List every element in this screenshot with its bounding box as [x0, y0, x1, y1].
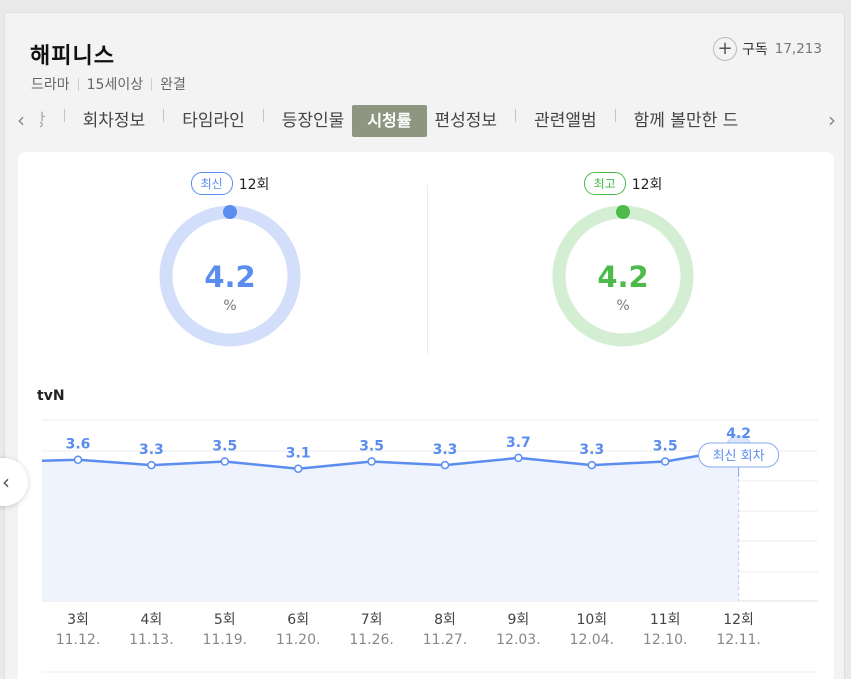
- x-tick-label: 5회: [214, 612, 236, 628]
- x-tick-label: 11회: [650, 612, 681, 628]
- genre-text: 드라마: [31, 77, 70, 93]
- highest-rating-gauge: 최고 12회 4.2%: [543, 172, 703, 349]
- data-label: 3.3: [139, 442, 164, 458]
- gauge-episode: 12회: [238, 176, 270, 193]
- gauge-badge: 최신: [190, 172, 233, 195]
- chevron-left-icon: ‹: [2, 470, 10, 494]
- x-date-label: 11.26.: [349, 632, 394, 648]
- x-tick-label: 12회: [723, 612, 754, 628]
- data-point[interactable]: [367, 457, 376, 466]
- tab-1[interactable]: 회차정보: [82, 111, 146, 131]
- x-date-label: 11.13.: [129, 632, 174, 648]
- latest-rating-gauge: 최신 12회 4.2%: [150, 172, 310, 349]
- x-tick-label: 6회: [287, 612, 309, 628]
- x-date-label: 11.27.: [423, 632, 468, 648]
- data-label: 3.3: [579, 442, 604, 458]
- tab-bar: ‹ 방 회차정보 타임라인 등장인물 시청률 편성정보 관련앨범 함께 볼만한 드 ›: [5, 101, 846, 139]
- data-label: 3.5: [359, 439, 384, 455]
- chevron-left-icon[interactable]: ‹: [17, 108, 25, 132]
- tab-4[interactable]: 시청률: [352, 105, 427, 137]
- network-label: tvN: [37, 388, 65, 404]
- subscribe-count: 17,213: [774, 41, 822, 57]
- data-point[interactable]: [587, 460, 597, 470]
- chevron-right-icon[interactable]: ›: [828, 108, 836, 132]
- gauge-indicator: [616, 205, 630, 219]
- x-date-label: 11.20.: [276, 632, 321, 648]
- x-date-label: 12.03.: [496, 632, 541, 648]
- x-date-label: 12.10.: [643, 632, 688, 648]
- x-tick-label: 9회: [508, 612, 530, 628]
- data-point[interactable]: [514, 453, 523, 463]
- subscribe-label: 구독: [741, 42, 768, 58]
- program-title: 해피니스: [30, 44, 115, 69]
- data-label: 3.5: [653, 439, 678, 455]
- tab-0[interactable]: 방: [40, 105, 54, 137]
- meta-divider: [77, 77, 79, 91]
- gauge-indicator: [223, 205, 237, 219]
- data-label: 4.2: [726, 426, 751, 442]
- gauge-unit: %: [616, 298, 629, 314]
- x-date-label: 12.04.: [570, 632, 615, 648]
- gauge-value: 4.2: [597, 260, 648, 294]
- gauge-label: 최고 12회: [543, 172, 703, 195]
- tab-divider: [63, 108, 65, 122]
- status-text: 완결: [160, 77, 186, 93]
- gauge-badge: 최고: [583, 172, 626, 195]
- gauge-ring: 4.2%: [552, 205, 694, 347]
- tab-5[interactable]: 편성정보: [434, 111, 498, 131]
- x-date-label: 11.19.: [203, 632, 248, 648]
- x-date-label: 11.12.: [56, 632, 101, 648]
- data-label: 3.6: [66, 437, 91, 453]
- data-point[interactable]: [293, 464, 303, 473]
- data-point[interactable]: [660, 457, 670, 466]
- program-meta: 드라마 15세이상 완결: [31, 74, 186, 94]
- program-card: 해피니스 드라마 15세이상 완결 + 구독 17,213 ‹ 방 회차정보 타임라…: [4, 12, 845, 679]
- tab-divider: [614, 108, 616, 122]
- gauge-value: 4.2: [204, 260, 255, 294]
- rating-panel: 최신 12회 4.2% 최고 12회 4.2% tvN 3.6 3회 11.12. 3.3 4회…: [18, 152, 834, 679]
- data-point[interactable]: [147, 460, 156, 470]
- gauge-ring: 4.2%: [159, 205, 301, 347]
- meta-divider: [151, 77, 153, 91]
- data-label: 3.3: [433, 442, 458, 458]
- area-fill: [42, 448, 739, 601]
- panel-divider: [427, 185, 428, 355]
- latest-tooltip-text: 최신 회차: [713, 449, 765, 464]
- tab-divider: [515, 108, 517, 122]
- data-label: 3.1: [286, 446, 311, 462]
- x-date-label: 12.11.: [716, 632, 761, 648]
- age-rating-text: 15세이상: [86, 77, 144, 93]
- tab-strip: 방 회차정보 타임라인 등장인물 시청률 편성정보 관련앨범 함께 볼만한 드: [40, 105, 826, 137]
- gauge-episode: 12회: [631, 176, 663, 193]
- gauge-label: 최신 12회: [150, 172, 310, 195]
- x-tick-label: 3회: [67, 612, 89, 628]
- tab-divider: [163, 108, 165, 122]
- x-tick-label: 8회: [434, 612, 456, 628]
- data-point[interactable]: [220, 457, 230, 466]
- data-point[interactable]: [440, 460, 450, 470]
- plus-icon: +: [712, 37, 737, 61]
- x-tick-label: 4회: [141, 612, 163, 628]
- tab-2[interactable]: 타임라인: [182, 111, 245, 131]
- rating-chart: 3.6 3회 11.12. 3.3 4회 11.13. 3.5 5회 11.19. 3.1 6회 11…: [41, 419, 818, 673]
- tab-6[interactable]: 관련앨범: [534, 111, 597, 131]
- data-label: 3.7: [506, 435, 531, 451]
- tab-3[interactable]: 등장인물: [281, 111, 345, 131]
- data-point[interactable]: [73, 455, 83, 464]
- gauge-unit: %: [223, 298, 236, 314]
- subscribe-button[interactable]: + 구독 17,213: [712, 37, 822, 61]
- data-label: 3.5: [212, 439, 237, 455]
- tab-divider: [262, 108, 264, 122]
- tab-7[interactable]: 함께 볼만한 드: [633, 111, 739, 131]
- x-tick-label: 7회: [361, 612, 383, 628]
- x-tick-label: 10회: [576, 612, 607, 628]
